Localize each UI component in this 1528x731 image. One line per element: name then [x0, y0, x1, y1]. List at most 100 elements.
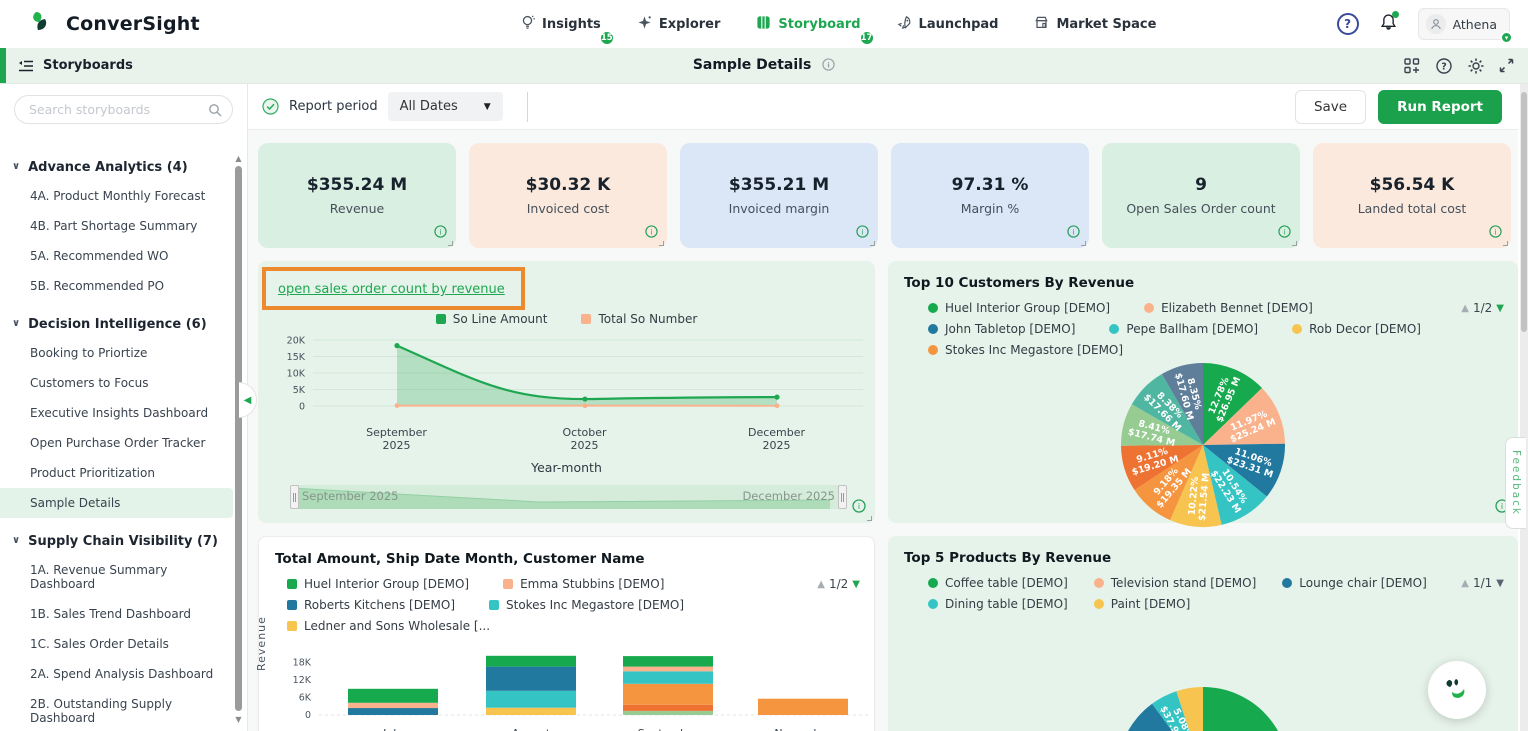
bar-segment[interactable]: [623, 671, 713, 684]
resize-corner[interactable]: [867, 516, 872, 521]
kpi-info-icon[interactable]: i: [1067, 223, 1080, 242]
bar-segment[interactable]: [623, 666, 713, 672]
sidebar-item-5a-recommended-wo[interactable]: 5A. Recommended WO: [30, 249, 169, 263]
sidebar-item-2b-outstanding-supply-dashboard[interactable]: 2B. Outstanding Supply Dashboard: [30, 697, 173, 725]
sidebar-item-executive-insights-dashboard[interactable]: Executive Insights Dashboard: [30, 406, 209, 420]
pie-slice[interactable]: [1203, 443, 1286, 497]
bar-segment[interactable]: [348, 708, 438, 715]
sidebar-item-sample-details[interactable]: Sample Details: [0, 488, 233, 518]
resize-corner[interactable]: [870, 241, 875, 246]
scroll-down-icon[interactable]: ▼: [235, 715, 242, 724]
tree-section-header[interactable]: ∨ Decision Intelligence (6): [12, 317, 207, 332]
kpi-info-icon[interactable]: i: [1278, 223, 1291, 242]
notifications-bell-icon[interactable]: [1379, 10, 1399, 36]
sidebar-item-5b-recommended-po[interactable]: 5B. Recommended PO: [30, 279, 165, 293]
pie-slice[interactable]: [1151, 691, 1203, 731]
page-scrollbar-thumb[interactable]: [1521, 92, 1527, 332]
legend-item[interactable]: Stokes Inc Megastore [DEMO]: [928, 343, 1123, 357]
report-period-select[interactable]: All Dates ▼: [387, 92, 503, 121]
legend-item[interactable]: John Tabletop [DEMO]: [928, 322, 1075, 336]
pie-slice[interactable]: [1161, 362, 1203, 445]
search-input[interactable]: [14, 95, 233, 124]
pie-slice[interactable]: [1134, 445, 1204, 521]
kpi-card-invoiced-cost[interactable]: $30.32 K Invoiced cost i: [469, 143, 667, 248]
bar-segment[interactable]: [486, 707, 576, 715]
kpi-card-landed-total-cost[interactable]: $56.54 K Landed total cost i: [1313, 143, 1511, 248]
sidebar-item-1c-sales-order-details[interactable]: 1C. Sales Order Details: [30, 637, 169, 651]
legend-item[interactable]: Huel Interior Group [DEMO]: [928, 301, 1110, 315]
tree-section-header[interactable]: ∨ Advance Analytics (4): [12, 160, 188, 175]
legend-page-down-icon[interactable]: ▼: [1496, 302, 1504, 314]
tree-section-header[interactable]: ∨ Supply Chain Visibility (7): [12, 534, 218, 549]
sidebar-item-booking-to-priortize[interactable]: Booking to Priortize: [30, 346, 148, 360]
pie-slice[interactable]: [1121, 445, 1203, 490]
search-icon[interactable]: [208, 102, 222, 121]
legend-item[interactable]: Pepe Ballham [DEMO]: [1109, 322, 1258, 336]
stacked-bar-chart[interactable]: 18K 12K 6K 0: [273, 645, 873, 723]
title-info-icon[interactable]: i: [822, 57, 835, 75]
brand-logo[interactable]: ConverSight: [28, 10, 328, 38]
customers-pie-chart[interactable]: 12.78%$26.95 M11.97%$25.24 M11.06%$23.31…: [1108, 359, 1298, 531]
scroll-up-icon[interactable]: ▲: [235, 154, 242, 163]
resize-corner[interactable]: [1503, 241, 1508, 246]
legend-item[interactable]: Elizabeth Bennet [DEMO]: [1144, 301, 1313, 315]
pie-slice[interactable]: [1170, 445, 1222, 528]
bar-segment[interactable]: [623, 704, 713, 711]
user-menu[interactable]: Athena ▾: [1417, 8, 1513, 44]
bar-segment[interactable]: [486, 655, 576, 667]
widget-info-icon[interactable]: i: [852, 498, 866, 517]
sidebar-item-product-prioritization[interactable]: Product Prioritization: [30, 466, 155, 480]
legend-page-up-icon[interactable]: ▲: [1461, 577, 1469, 589]
sidebar-item-2a-spend-analysis-dashboard[interactable]: 2A. Spend Analysis Dashboard: [30, 667, 214, 681]
legend-page-up-icon[interactable]: ▲: [1461, 302, 1469, 314]
legend-item[interactable]: Roberts Kitchens [DEMO]: [287, 598, 455, 612]
kpi-info-icon[interactable]: i: [856, 223, 869, 242]
legend-item[interactable]: Television stand [DEMO]: [1093, 576, 1256, 590]
scrollbar-thumb[interactable]: [235, 166, 242, 711]
resize-corner[interactable]: [1081, 241, 1086, 246]
sidebar-item-open-purchase-order-tracker[interactable]: Open Purchase Order Tracker: [30, 436, 206, 450]
kpi-card-invoiced-margin[interactable]: $355.21 M Invoiced margin i: [680, 143, 878, 248]
resize-corner[interactable]: [1292, 241, 1297, 246]
bar-segment[interactable]: [758, 698, 848, 715]
feedback-tab[interactable]: Feedback: [1505, 437, 1526, 529]
slider-handle-right[interactable]: [838, 485, 847, 509]
bar-segment[interactable]: [486, 690, 576, 708]
bar-segment[interactable]: [623, 683, 713, 705]
help-circle-icon[interactable]: ?: [1435, 57, 1453, 75]
nav-item-market-space[interactable]: Market Space: [1034, 0, 1156, 48]
kpi-card-margin-[interactable]: 97.31 % Margin % i: [891, 143, 1089, 248]
pie-slice[interactable]: [1120, 404, 1203, 446]
legend-item[interactable]: Coffee table [DEMO]: [928, 576, 1068, 590]
line-chart[interactable]: 20K 15K 10K 5K 0: [267, 330, 867, 422]
bar-segment[interactable]: [486, 666, 576, 691]
bar-segment[interactable]: [348, 688, 438, 703]
legend-page-down-icon[interactable]: ▼: [1496, 577, 1504, 589]
run-report-button[interactable]: Run Report: [1378, 89, 1502, 124]
kpi-card-revenue[interactable]: $355.24 M Revenue i: [258, 143, 456, 248]
nav-item-explorer[interactable]: Explorer: [637, 0, 720, 48]
page-scrollbar[interactable]: [1520, 84, 1528, 731]
nav-item-insights[interactable]: Insights 15: [520, 0, 615, 48]
athena-chat-button[interactable]: [1428, 661, 1486, 719]
nav-item-launchpad[interactable]: Launchpad: [897, 0, 998, 48]
help-icon[interactable]: ?: [1336, 13, 1359, 35]
kpi-card-open-sales-order-count[interactable]: 9 Open Sales Order count i: [1102, 143, 1300, 248]
legend-item[interactable]: Emma Stubbins [DEMO]: [503, 577, 664, 591]
bar-segment[interactable]: [623, 710, 713, 715]
report-period-check-icon[interactable]: [262, 98, 279, 115]
sidebar-item-customers-to-focus[interactable]: Customers to Focus: [30, 376, 149, 390]
legend-page-up-icon[interactable]: ▲: [817, 578, 825, 590]
legend-item[interactable]: Rob Decor [DEMO]: [1292, 322, 1421, 336]
pie-slice[interactable]: [1203, 362, 1262, 445]
legend-item[interactable]: So Line Amount: [435, 312, 547, 326]
expand-icon[interactable]: [1499, 58, 1514, 73]
pie-slice[interactable]: [1131, 374, 1203, 445]
sidebar-scrollbar[interactable]: ▲ ▼: [234, 154, 243, 725]
legend-item[interactable]: Paint [DEMO]: [1093, 597, 1190, 611]
date-range-slider[interactable]: September 2025 December 2025: [290, 485, 847, 509]
kpi-info-icon[interactable]: i: [645, 223, 658, 242]
add-widget-icon[interactable]: [1403, 57, 1421, 75]
sidebar-item-1b-sales-trend-dashboard[interactable]: 1B. Sales Trend Dashboard: [30, 607, 192, 621]
slider-handle-left[interactable]: [290, 485, 299, 509]
